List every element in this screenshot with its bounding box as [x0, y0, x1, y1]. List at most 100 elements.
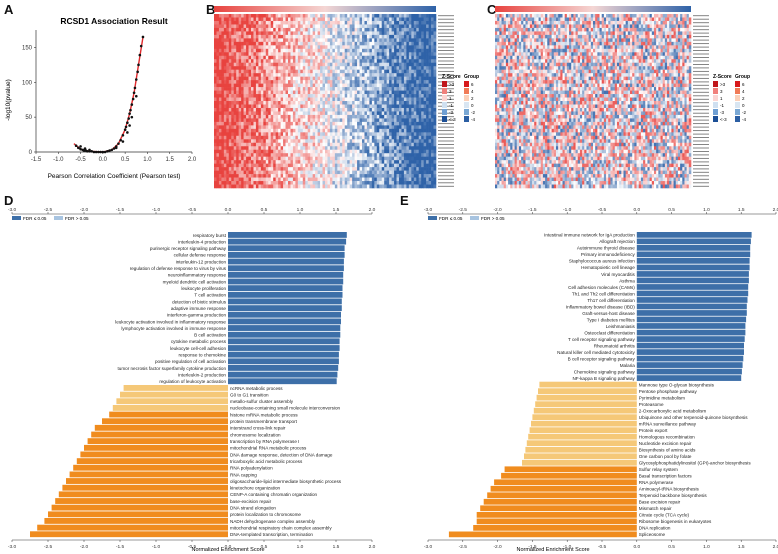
heatmap-cell — [413, 167, 417, 171]
heatmap-cell — [320, 153, 323, 157]
heatmap-cell — [265, 101, 269, 105]
heatmap-cell — [501, 121, 505, 126]
heatmap-cell — [381, 118, 385, 123]
heatmap-cell — [214, 27, 217, 32]
heatmap-cell — [283, 118, 286, 123]
heatmap-cell — [263, 73, 267, 77]
heatmap-cell — [426, 62, 429, 67]
heatmap-cell — [322, 139, 326, 144]
heatmap-cell — [386, 76, 390, 81]
heatmap-cell — [411, 184, 415, 189]
heatmap-cell — [297, 125, 301, 130]
heatmap-cell — [499, 153, 502, 157]
heatmap-cell — [332, 34, 336, 39]
heatmap-cell — [379, 160, 383, 164]
heatmap-cell — [411, 24, 415, 29]
heatmap-cell — [384, 80, 387, 84]
heatmap-cell — [431, 170, 434, 175]
heatmap-cell — [243, 76, 247, 81]
heatmap-cell — [347, 94, 350, 98]
heatmap-cell — [354, 174, 358, 178]
heatmap-cell — [320, 107, 323, 112]
heatmap-cell — [263, 125, 267, 130]
heatmap-cell — [396, 55, 400, 60]
heatmap-cell — [403, 24, 407, 29]
heatmap-cell — [275, 184, 279, 189]
heatmap-cell — [226, 90, 230, 95]
heatmap-cell — [374, 83, 378, 88]
heatmap-cell — [238, 114, 242, 119]
heatmap-cell — [228, 128, 232, 133]
heatmap-cell — [246, 66, 249, 70]
heatmap-cell — [497, 80, 500, 84]
heatmap-cell — [295, 107, 299, 112]
heatmap-cell — [268, 149, 272, 154]
heatmap-cell — [297, 52, 301, 57]
scatter-point — [126, 121, 129, 125]
heatmap-cell — [354, 87, 358, 91]
heatmap-cell — [258, 181, 262, 185]
heatmap-cell — [251, 101, 254, 105]
heatmap-cell — [371, 181, 375, 185]
heatmap-cell — [248, 83, 252, 88]
heatmap-cell — [371, 177, 375, 182]
heatmap-cell — [416, 87, 420, 91]
heatmap-cell — [270, 107, 274, 112]
heatmap-cell — [216, 107, 220, 112]
heatmap-cell — [236, 111, 239, 116]
heatmap-cell — [241, 101, 244, 105]
heatmap-cell — [421, 114, 424, 119]
heatmap-cell — [228, 184, 232, 189]
heatmap-cell — [265, 17, 269, 22]
heatmap-cell — [396, 62, 400, 67]
heatmap-cell — [416, 90, 420, 95]
heatmap-cell — [297, 156, 301, 161]
heatmap-cell — [379, 38, 383, 43]
heatmap-cell — [255, 14, 259, 18]
heatmap-cell — [320, 174, 323, 178]
heatmap-cell — [366, 181, 370, 185]
heatmap-cell — [431, 27, 434, 32]
scatter-x-tick-label: -1.5 — [31, 157, 42, 163]
heatmap-cell — [386, 101, 390, 105]
heatmap-cell — [408, 153, 412, 157]
heatmap-cell — [342, 59, 346, 64]
heatmap-cell — [228, 125, 232, 130]
heatmap-cell — [325, 20, 328, 25]
heatmap-cell — [310, 69, 313, 74]
heatmap-cell — [307, 27, 311, 32]
heatmap-cell — [505, 184, 509, 189]
heatmap-cell — [371, 142, 375, 147]
heatmap-cell — [223, 83, 227, 88]
heatmap-cell — [374, 62, 378, 67]
heatmap-cell — [216, 87, 220, 91]
scatter-point — [121, 133, 125, 137]
heatmap-cell — [391, 149, 395, 154]
heatmap-cell — [416, 163, 420, 168]
heatmap-cell — [251, 167, 254, 171]
heatmap-cell — [275, 87, 279, 91]
heatmap-cell — [394, 80, 397, 84]
heatmap-cell — [426, 38, 429, 43]
heatmap-cell — [389, 62, 392, 67]
heatmap-cell — [253, 62, 257, 67]
heatmap-cell — [255, 73, 259, 77]
heatmap-cell — [379, 170, 383, 175]
heatmap-cell — [226, 34, 230, 39]
heatmap-cell — [505, 163, 509, 168]
heatmap-cell — [337, 114, 341, 119]
heatmap-cell — [503, 97, 507, 102]
heatmap-cell — [246, 34, 249, 39]
heatmap-cell — [325, 45, 328, 50]
heatmap-cell — [288, 87, 291, 91]
heatmap-cell — [248, 181, 252, 185]
heatmap-cell — [431, 160, 434, 164]
heatmap-cell — [416, 160, 420, 164]
heatmap-cell — [251, 27, 254, 32]
heatmap-cell — [320, 55, 323, 60]
heatmap-cell — [369, 170, 373, 175]
heatmap-cell — [253, 41, 257, 46]
heatmap-cell — [497, 31, 500, 36]
heatmap-cell — [288, 174, 291, 178]
heatmap-cell — [384, 48, 387, 53]
